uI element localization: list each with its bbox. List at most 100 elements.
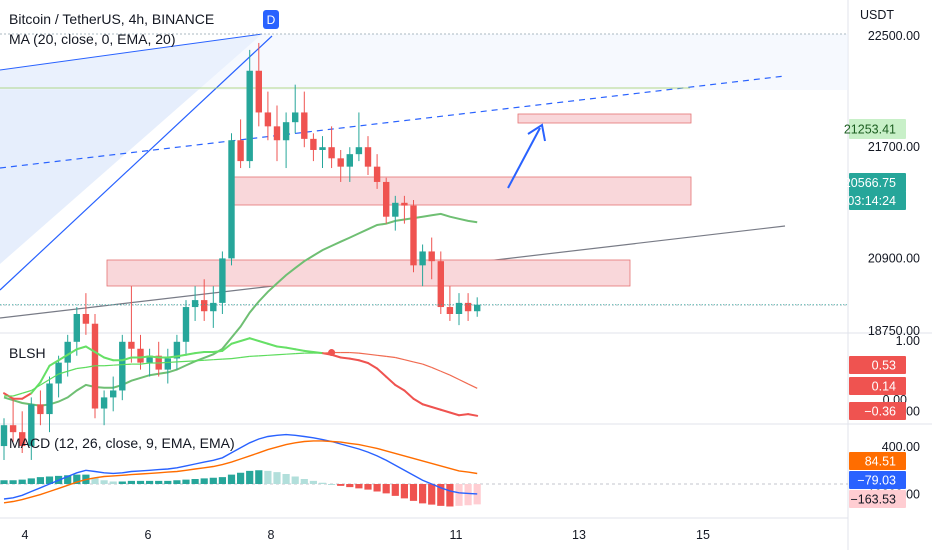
macd-histogram-bar[interactable] bbox=[155, 480, 163, 484]
macd-histogram-bar[interactable] bbox=[200, 478, 208, 484]
candle-body[interactable] bbox=[410, 205, 417, 266]
macd-histogram-bar[interactable] bbox=[328, 484, 336, 485]
candle[interactable] bbox=[182, 300, 190, 356]
macd-histogram-bar[interactable] bbox=[109, 481, 117, 485]
candle-body[interactable] bbox=[364, 147, 372, 167]
dividend-marker[interactable] bbox=[263, 10, 279, 29]
candle[interactable] bbox=[82, 293, 90, 335]
candle[interactable] bbox=[110, 376, 117, 412]
candle-body[interactable] bbox=[64, 341, 71, 363]
macd-histogram-bar[interactable] bbox=[337, 484, 345, 486]
macd-histogram-bar[interactable] bbox=[118, 481, 126, 485]
macd-histogram-bar[interactable] bbox=[264, 470, 272, 484]
macd-histogram-bar[interactable] bbox=[27, 478, 35, 484]
candle[interactable] bbox=[464, 293, 472, 321]
candle-body[interactable] bbox=[446, 307, 454, 314]
candle[interactable] bbox=[328, 126, 335, 169]
macd-histogram-bar[interactable] bbox=[191, 479, 199, 484]
candle[interactable] bbox=[46, 376, 53, 433]
macd-histogram-bar[interactable] bbox=[409, 484, 418, 501]
candle[interactable] bbox=[419, 244, 426, 287]
macd-histogram-bar[interactable] bbox=[173, 480, 181, 484]
drawing-layer[interactable] bbox=[0, 33, 848, 319]
candle-body[interactable] bbox=[219, 258, 226, 303]
macd-histogram-bar[interactable] bbox=[273, 472, 281, 484]
candle[interactable] bbox=[55, 355, 62, 398]
candle-body[interactable] bbox=[301, 112, 308, 139]
candle-body[interactable] bbox=[319, 147, 326, 150]
macd-histogram-bar[interactable] bbox=[282, 474, 290, 484]
candle[interactable] bbox=[0, 418, 8, 460]
macd-histogram-bar[interactable] bbox=[182, 479, 190, 484]
candle[interactable] bbox=[392, 195, 399, 231]
candle-body[interactable] bbox=[355, 147, 363, 155]
candle[interactable] bbox=[73, 307, 80, 356]
macd-histogram-bar[interactable] bbox=[382, 484, 390, 494]
candle-body[interactable] bbox=[282, 122, 290, 141]
macd-histogram-bar[interactable] bbox=[464, 484, 472, 506]
macd-histogram-bar[interactable] bbox=[136, 480, 145, 484]
macd-histogram-bar[interactable] bbox=[473, 484, 481, 505]
candle-body[interactable] bbox=[100, 397, 108, 409]
projection-arrow-shaft[interactable] bbox=[507, 127, 541, 189]
candle-body[interactable] bbox=[37, 404, 44, 415]
candle-body[interactable] bbox=[128, 341, 135, 349]
macd-histogram-bar[interactable] bbox=[300, 479, 308, 484]
macd-histogram-bar[interactable] bbox=[346, 484, 354, 488]
candle[interactable] bbox=[210, 286, 217, 328]
macd-histogram-bar[interactable] bbox=[45, 476, 54, 485]
uptrend-line[interactable] bbox=[0, 35, 273, 291]
candle[interactable] bbox=[364, 136, 372, 175]
resistance-zone[interactable] bbox=[517, 113, 692, 124]
candle-body[interactable] bbox=[401, 202, 408, 206]
candle-body[interactable] bbox=[119, 341, 126, 391]
price-pane[interactable] bbox=[0, 42, 848, 460]
candle-body[interactable] bbox=[73, 314, 80, 342]
candle-body[interactable] bbox=[292, 112, 299, 123]
candle[interactable] bbox=[437, 251, 444, 314]
blsh-pane[interactable] bbox=[3, 337, 479, 417]
candle[interactable] bbox=[310, 133, 317, 162]
candle[interactable] bbox=[282, 112, 290, 169]
support-zone[interactable] bbox=[229, 176, 692, 206]
macd-histogram-bar[interactable] bbox=[218, 477, 226, 484]
candle[interactable] bbox=[474, 297, 481, 317]
candle[interactable] bbox=[28, 397, 35, 460]
macd-pane[interactable] bbox=[0, 433, 848, 507]
macd-histogram-bar[interactable] bbox=[227, 474, 236, 484]
candle-body[interactable] bbox=[55, 362, 62, 384]
macd-histogram-bar[interactable] bbox=[291, 476, 299, 485]
candle[interactable] bbox=[410, 200, 417, 273]
candle-body[interactable] bbox=[228, 140, 235, 259]
candle-body[interactable] bbox=[191, 300, 199, 308]
candle-body[interactable] bbox=[0, 425, 8, 447]
candle-body[interactable] bbox=[210, 302, 217, 312]
candle-body[interactable] bbox=[82, 314, 90, 324]
candle[interactable] bbox=[237, 119, 244, 169]
candle-body[interactable] bbox=[419, 251, 426, 266]
candle-body[interactable] bbox=[9, 425, 17, 433]
candle-body[interactable] bbox=[28, 404, 35, 447]
candle[interactable] bbox=[19, 411, 26, 453]
macd-histogram-bar[interactable] bbox=[455, 484, 463, 506]
candle-body[interactable] bbox=[346, 154, 353, 167]
candle-body[interactable] bbox=[182, 307, 190, 342]
candle-body[interactable] bbox=[264, 112, 272, 127]
candle-body[interactable] bbox=[137, 348, 144, 363]
candle-body[interactable] bbox=[373, 166, 381, 182]
candle[interactable] bbox=[100, 390, 108, 426]
candle[interactable] bbox=[173, 334, 181, 370]
candle-body[interactable] bbox=[237, 140, 244, 162]
candle-body[interactable] bbox=[310, 138, 317, 150]
macd-histogram-bar[interactable] bbox=[446, 484, 454, 507]
candle[interactable] bbox=[292, 84, 299, 134]
macd-histogram-bar[interactable] bbox=[127, 480, 135, 484]
macd-histogram-bar[interactable] bbox=[437, 484, 445, 506]
macd-histogram-bar[interactable] bbox=[209, 477, 217, 484]
candle[interactable] bbox=[301, 91, 308, 148]
macd-histogram-bar[interactable] bbox=[91, 477, 99, 484]
candle[interactable] bbox=[246, 49, 253, 169]
candle-body[interactable] bbox=[46, 383, 53, 415]
candle[interactable] bbox=[319, 136, 326, 169]
